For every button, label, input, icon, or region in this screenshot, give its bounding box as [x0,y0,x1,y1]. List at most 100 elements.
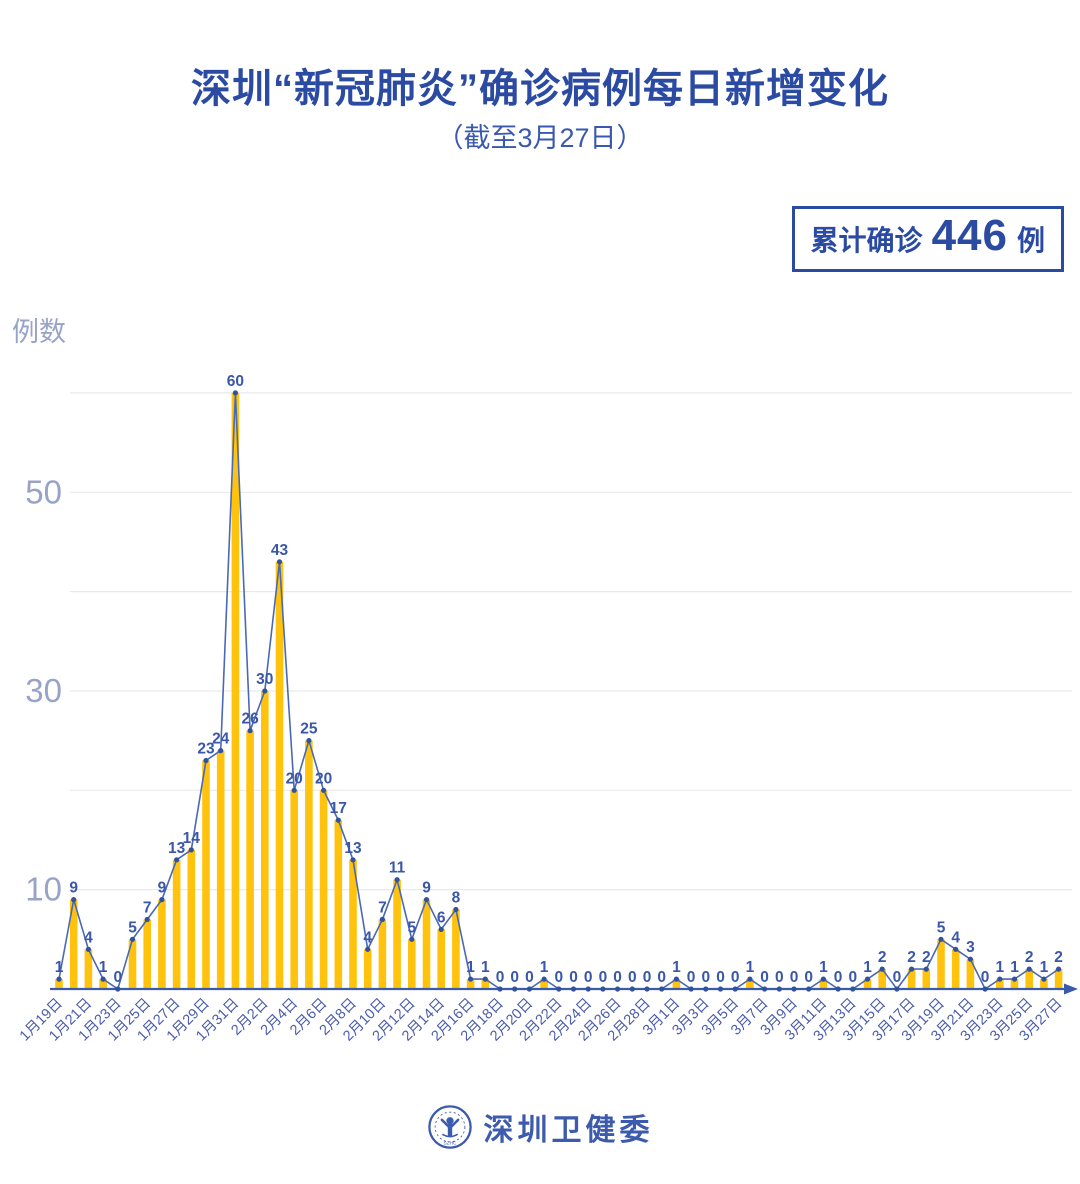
bar [172,859,181,989]
data-point-label: 20 [286,770,303,787]
data-point-marker [232,390,238,396]
data-point-label: 0 [848,969,857,986]
data-point-marker [174,857,180,863]
data-point-label: 1 [481,959,490,976]
badge-unit: 例 [1016,225,1045,256]
data-point-label: 13 [168,840,186,857]
data-point-marker [820,976,827,982]
data-point-label: 0 [525,969,534,986]
data-point-marker [306,738,312,744]
bar [158,899,166,989]
bar [466,979,475,989]
bar [422,899,431,989]
bar [290,790,298,989]
data-point-label: 1 [1010,959,1019,976]
data-point-marker [938,936,944,942]
data-point-label: 1 [1040,959,1049,976]
data-point-marker [526,986,533,992]
bar [128,939,137,989]
data-point-label: 9 [422,880,431,897]
data-point-marker [776,986,782,992]
badge-prefix: 累计确诊 [810,225,923,256]
data-point-label: 3 [966,939,975,956]
data-point-marker [188,847,194,853]
bar [1040,979,1048,989]
data-point-label: 11 [389,860,406,877]
data-point-label: 9 [69,880,78,897]
bar [966,959,975,989]
data-point-marker [850,986,856,992]
bar [1054,969,1063,989]
bar [319,790,328,989]
data-point-marker [56,976,62,982]
bar [393,879,401,989]
data-point-label: 7 [378,900,387,917]
data-point-marker [835,986,841,992]
bar [540,979,548,989]
footer: SZHC 深圳卫健委 [0,1104,1080,1150]
bar [202,760,210,989]
data-point-marker [953,946,959,952]
bar [275,561,284,989]
y-axis-title: 例数 [12,317,66,347]
data-point-marker [468,976,474,982]
bar [261,691,269,990]
data-point-marker [409,936,415,942]
data-point-label: 9 [158,880,167,897]
data-point-label: 0 [628,969,637,986]
data-point-label: 0 [775,969,784,986]
data-point-label: 0 [687,969,696,986]
data-point-label: 4 [363,929,372,946]
data-point-marker [570,986,577,992]
bar [746,979,754,989]
data-point-marker [497,986,503,992]
data-point-marker [203,757,209,764]
data-point-marker [394,877,400,883]
bar [334,820,343,989]
bar [863,979,872,989]
data-point-marker [659,986,665,992]
data-point-label: 2 [878,949,887,966]
data-point-label: 1 [466,959,475,976]
data-point-label: 0 [790,969,799,986]
data-point-label: 0 [613,969,622,986]
data-point-label: 1 [99,959,108,976]
bar [231,392,240,989]
data-point-marker [218,748,224,754]
data-point-label: 2 [1025,949,1034,966]
data-point-label: 0 [496,969,505,986]
data-point-marker [541,976,547,982]
data-point-label: 0 [716,969,725,986]
data-point-label: 1 [995,959,1004,976]
bar [99,979,107,989]
data-point-marker [159,897,165,903]
data-point-label: 0 [804,969,813,986]
data-point-label: 1 [863,959,872,976]
y-tick-label: 50 [25,473,62,510]
data-point-label: 0 [643,969,652,986]
data-point-marker [129,936,136,942]
data-point-marker [703,986,709,992]
data-point-marker [909,966,915,972]
cumulative-total-badge: 累计确诊 446 例 [791,206,1064,272]
data-point-label: 0 [113,969,122,986]
y-tick-label: 30 [25,672,62,709]
data-point-marker [1056,966,1062,972]
data-point-marker [644,986,650,992]
data-point-marker [71,897,77,903]
data-point-marker [585,986,591,992]
data-point-marker [291,787,297,793]
data-point-label: 20 [315,770,332,787]
data-point-marker [673,976,680,982]
data-point-marker [321,787,327,793]
data-point-marker [717,986,724,992]
bar [452,909,460,989]
data-point-label: 26 [241,711,259,728]
data-point-label: 1 [746,959,755,976]
bar [143,919,151,989]
data-point-marker [732,986,738,992]
data-point-label: 14 [183,830,201,847]
data-point-label: 2 [922,949,931,966]
data-point-marker [115,986,121,992]
data-point-label: 1 [672,959,681,976]
